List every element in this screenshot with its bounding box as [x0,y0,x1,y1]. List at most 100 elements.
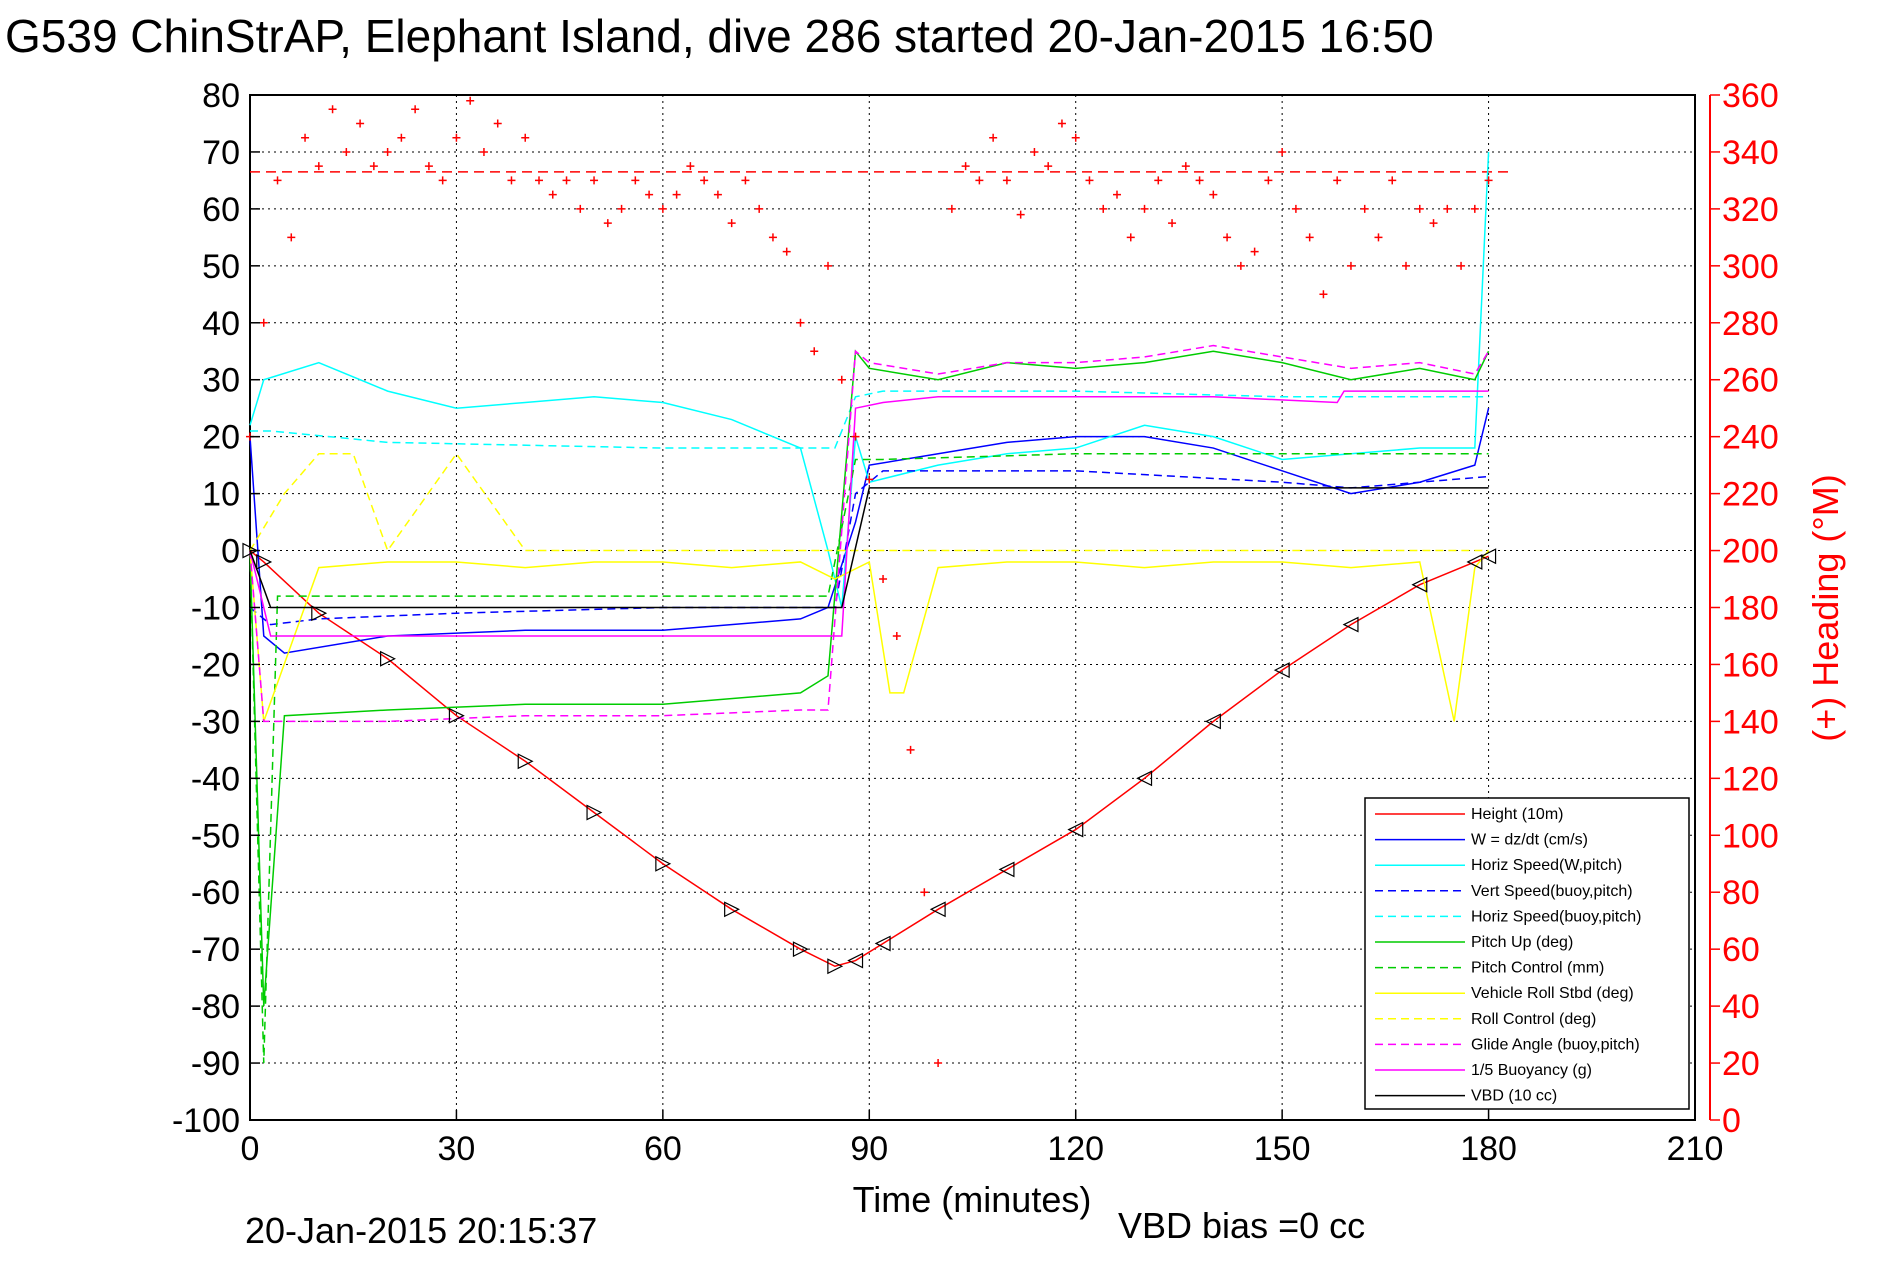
heading-point [796,318,805,327]
height-marker [517,753,534,770]
heading-point [768,233,777,242]
heading-point [1278,147,1287,156]
heading-point [1291,204,1300,213]
height-marker [380,650,396,667]
heading-point [851,432,860,441]
legend: Height (10m) W = dz/dt (cm/s) Horiz Speed(… [1364,797,1690,1110]
legend-label: Pitch Control (mm) [1471,960,1604,977]
x-tick-label: 210 [1667,1130,1724,1168]
legend-label: Height (10m) [1471,806,1563,823]
height-marker [1466,553,1483,570]
y-tick-label: -90 [191,1045,240,1083]
height-marker [929,901,946,918]
footer-vbd-bias: VBD bias =0 cc [1118,1205,1365,1246]
heading-point [1002,176,1011,185]
y-tick-label: -50 [191,817,240,855]
heading-point [865,475,874,484]
heading-point [562,176,571,185]
series-line [249,453,1489,1064]
heading-point [590,176,599,185]
y2-tick-label: 240 [1722,419,1779,457]
heading-point [810,347,819,356]
heading-point [301,133,310,142]
heading-point [466,96,475,105]
heading-point [906,745,915,754]
y2-tick-label: 260 [1722,362,1779,400]
footer-timestamp: 20-Jan-2015 20:15:37 [245,1210,597,1251]
x-tick-label: 180 [1460,1130,1517,1168]
heading-point [989,133,998,142]
height-marker [1204,713,1221,730]
heading-point [328,105,337,114]
series-line [249,452,1489,553]
y-tick-label: -20 [191,646,240,684]
heading-point [837,375,846,384]
heading-point [1030,147,1039,156]
heading-point [1346,261,1355,270]
heading-point [493,119,502,128]
heading-point [342,147,351,156]
y-tick-label: -60 [191,874,240,912]
height-marker [1342,616,1359,633]
heading-point [741,176,750,185]
legend-label: Roll Control (deg) [1471,1011,1596,1028]
series-line [249,487,1489,609]
height-marker [847,952,864,969]
legend-label: Vehicle Roll Stbd (deg) [1471,985,1634,1002]
heading-point [713,190,722,199]
x-tick-label: 150 [1254,1130,1311,1168]
heading-point [1360,204,1369,213]
height-marker [448,707,465,724]
heading-point [920,888,929,897]
heading-point [1484,176,1493,185]
y2-tick-label: 180 [1722,590,1779,628]
heading-point [1209,190,1218,199]
series-group [249,151,1490,1064]
heading-point [383,147,392,156]
heading-point [782,247,791,256]
y-tick-label: -100 [172,1102,240,1140]
heading-point [1085,176,1094,185]
heading-point [576,204,585,213]
heading-point [1333,176,1342,185]
heading-point [507,176,516,185]
series-line [249,344,1490,723]
y-tick-label: -40 [191,760,240,798]
y2-tick-label: 140 [1722,703,1779,741]
heading-point [1223,233,1232,242]
series-line [249,349,1490,1007]
heading-point [603,219,612,228]
height-marker [1136,770,1153,787]
y2-tick-label: 320 [1722,191,1779,229]
height-marker [1273,662,1290,679]
height-marker [256,553,273,570]
heading-point [879,575,888,584]
heading-marks [246,96,1493,1068]
series-line [249,550,1490,722]
legend-label: W = dz/dt (cm/s) [1471,832,1588,849]
y2-tick-label: 0 [1722,1102,1741,1140]
heading-point [548,190,557,199]
heading-point [1374,233,1383,242]
heading-point [1443,204,1452,213]
legend-label: Horiz Speed(buoy,pitch) [1471,908,1641,925]
height-marker [874,935,891,952]
height-marker [998,861,1015,878]
heading-point [1457,261,1466,270]
heading-point [1236,261,1245,270]
y-tick-label: 70 [202,134,240,172]
heading-point [1099,204,1108,213]
y2-tick-label: 340 [1722,134,1779,172]
heading-point [934,1059,943,1068]
heading-point [1057,119,1066,128]
heading-point [287,233,296,242]
heading-point [438,176,447,185]
heading-point [617,204,626,213]
y-tick-label: 80 [202,77,240,115]
heading-point [947,204,956,213]
height-marker [1067,821,1084,838]
y-tick-label: -80 [191,988,240,1026]
y-tick-label: 60 [202,191,240,229]
y2-tick-label: 100 [1722,817,1779,855]
